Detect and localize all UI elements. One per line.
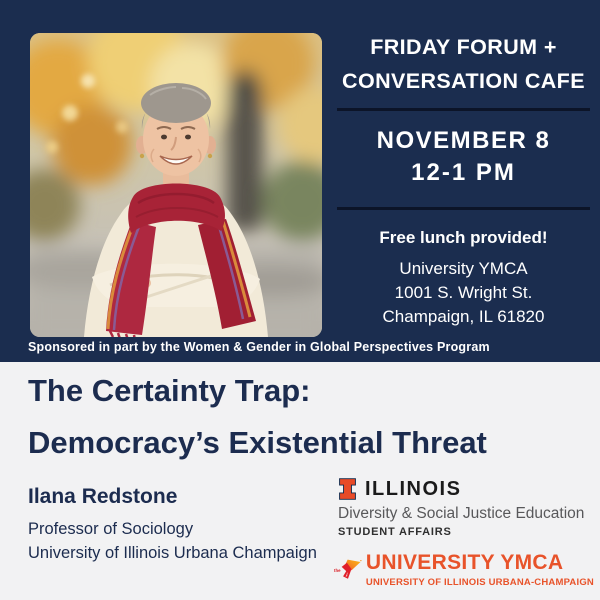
illinois-block-i-icon (339, 478, 356, 500)
venue-block: University YMCA 1001 S. Wright St. Champ… (335, 257, 592, 329)
ymca-name: UNIVERSITY YMCA (365, 550, 564, 574)
talk-title-line1: The Certainty Trap: (28, 373, 311, 408)
ymca-text: UNIVERSITY YMCA UNIVERSITY OF ILLINOIS U… (366, 551, 594, 588)
divider-line (337, 207, 590, 210)
speaker-photo (30, 33, 322, 337)
sponsor-note: Sponsored in part by the Women & Gender … (28, 340, 490, 354)
talk-title: The Certainty Trap: Democracy’s Existent… (28, 365, 487, 469)
event-info-panel: FRIDAY FORUM + CONVERSATION CAFE NOVEMBE… (335, 0, 592, 329)
speaker-photo-illustration (30, 33, 322, 337)
logo-block: ILLINOIS Diversity & Social Justice Educ… (334, 476, 594, 594)
lunch-note: Free lunch provided! (379, 228, 548, 247)
ymca-subtitle: UNIVERSITY OF ILLINOIS URBANA-CHAMPAIGN (365, 576, 594, 588)
talk-title-line2: Democracy’s Existential Threat (28, 425, 487, 460)
illinois-wordmark: ILLINOIS (365, 477, 462, 500)
venue-name: University YMCA (399, 259, 528, 278)
illinois-logo: ILLINOIS (338, 476, 594, 502)
divider-line (337, 108, 590, 111)
bokeh-lights (46, 74, 128, 153)
ymca-the-label: the (334, 568, 341, 573)
speaker-role: Professor of Sociology (28, 520, 194, 538)
program-title: FRIDAY FORUM + CONVERSATION CAFE (335, 0, 592, 98)
event-date: NOVEMBER 8 (376, 127, 551, 154)
program-title-line1: FRIDAY FORUM + (370, 35, 557, 59)
program-title-line2: CONVERSATION CAFE (342, 69, 585, 93)
venue-city: Champaign, IL 61820 (382, 307, 545, 326)
autumn-background (30, 33, 322, 337)
event-time: 12-1 PM (411, 159, 516, 186)
bottom-section: The Certainty Trap: Democracy’s Existent… (0, 362, 600, 600)
illinois-division: STUDENT AFFAIRS (338, 526, 452, 538)
speaker-affiliation: University of Illinois Urbana Champaign (28, 544, 317, 562)
illinois-program: Diversity & Social Justice Education (338, 505, 585, 522)
person-figure (84, 83, 268, 337)
ymca-logo: the YMCA UNIVERSITY YMCA UNIVERSITY OF I… (334, 544, 594, 594)
speaker-name: Ilana Redstone (28, 485, 178, 508)
top-section: FRIDAY FORUM + CONVERSATION CAFE NOVEMBE… (0, 0, 600, 362)
ymca-y-icon: the YMCA (334, 559, 362, 579)
speaker-block: Ilana Redstone Professor of Sociology Un… (28, 484, 317, 564)
venue-street: 1001 S. Wright St. (394, 283, 533, 302)
